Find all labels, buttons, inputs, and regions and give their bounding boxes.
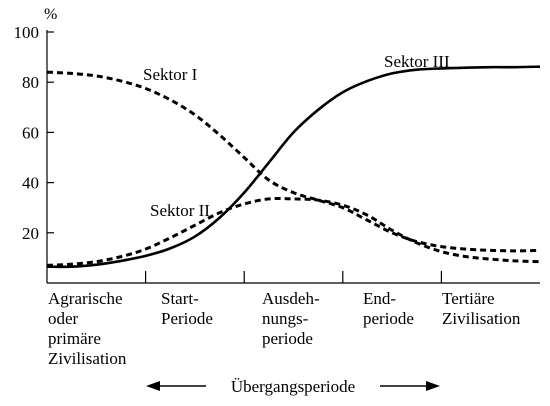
- series-line-sektor-i: [46, 70, 541, 253]
- y-tick-label: 20: [22, 224, 39, 243]
- phase-label-line: Agrarische: [48, 289, 123, 308]
- series-line-sektor-iii: [46, 65, 541, 269]
- phase-label-line: Ausdeh-: [262, 289, 320, 308]
- series-label-sektor-ii: Sektor II: [150, 201, 210, 220]
- series-label-sektor-iii: Sektor III: [384, 52, 450, 71]
- series-labels: Sektor I Sektor II Sektor III: [143, 52, 450, 220]
- y-tick-label: 40: [22, 174, 39, 193]
- y-ticks: 20 40 60 80 100%: [14, 6, 58, 243]
- right-arrow-head: [426, 381, 440, 391]
- phase-label-line: primäre: [48, 329, 101, 348]
- phase-label: Start-Periode: [161, 289, 213, 328]
- series-line-sektor-ii: [46, 196, 541, 267]
- y-tick-label: 100: [14, 23, 40, 42]
- phase-label-line: periode: [262, 329, 313, 348]
- phase-label: Ausdeh-nungs-periode: [262, 289, 320, 348]
- left-arrow-head: [146, 381, 160, 391]
- phase-label-line: nungs-: [262, 309, 309, 328]
- phase-label: Agrarische oder primäre Zivilisation: [48, 289, 127, 368]
- phase-label-line: Zivilisation: [48, 349, 127, 368]
- phase-label-line: Periode: [161, 309, 213, 328]
- phase-label-line: Start-: [161, 289, 199, 308]
- transition-period-label: Übergangsperiode: [231, 377, 355, 396]
- y-tick-label: 60: [22, 123, 39, 142]
- phase-label: End-periode: [363, 289, 414, 328]
- y-tick-label: 80: [22, 73, 39, 92]
- phase-label-line: End-: [363, 289, 396, 308]
- transition-period-annotation: Übergangsperiode: [146, 377, 440, 396]
- series-label-sektor-i: Sektor I: [143, 65, 198, 84]
- phase-labels: Agrarische oder primäre ZivilisationStart-P…: [48, 289, 521, 368]
- phase-label-line: Zivilisation: [442, 309, 521, 328]
- series-lines: [46, 65, 541, 269]
- phase-label-line: periode: [363, 309, 414, 328]
- phase-label-line: oder: [48, 309, 79, 328]
- phase-label-line: Tertiäre: [442, 289, 495, 308]
- phase-label: Tertiäre Zivilisation: [442, 289, 521, 328]
- y-unit-label: %: [44, 6, 57, 23]
